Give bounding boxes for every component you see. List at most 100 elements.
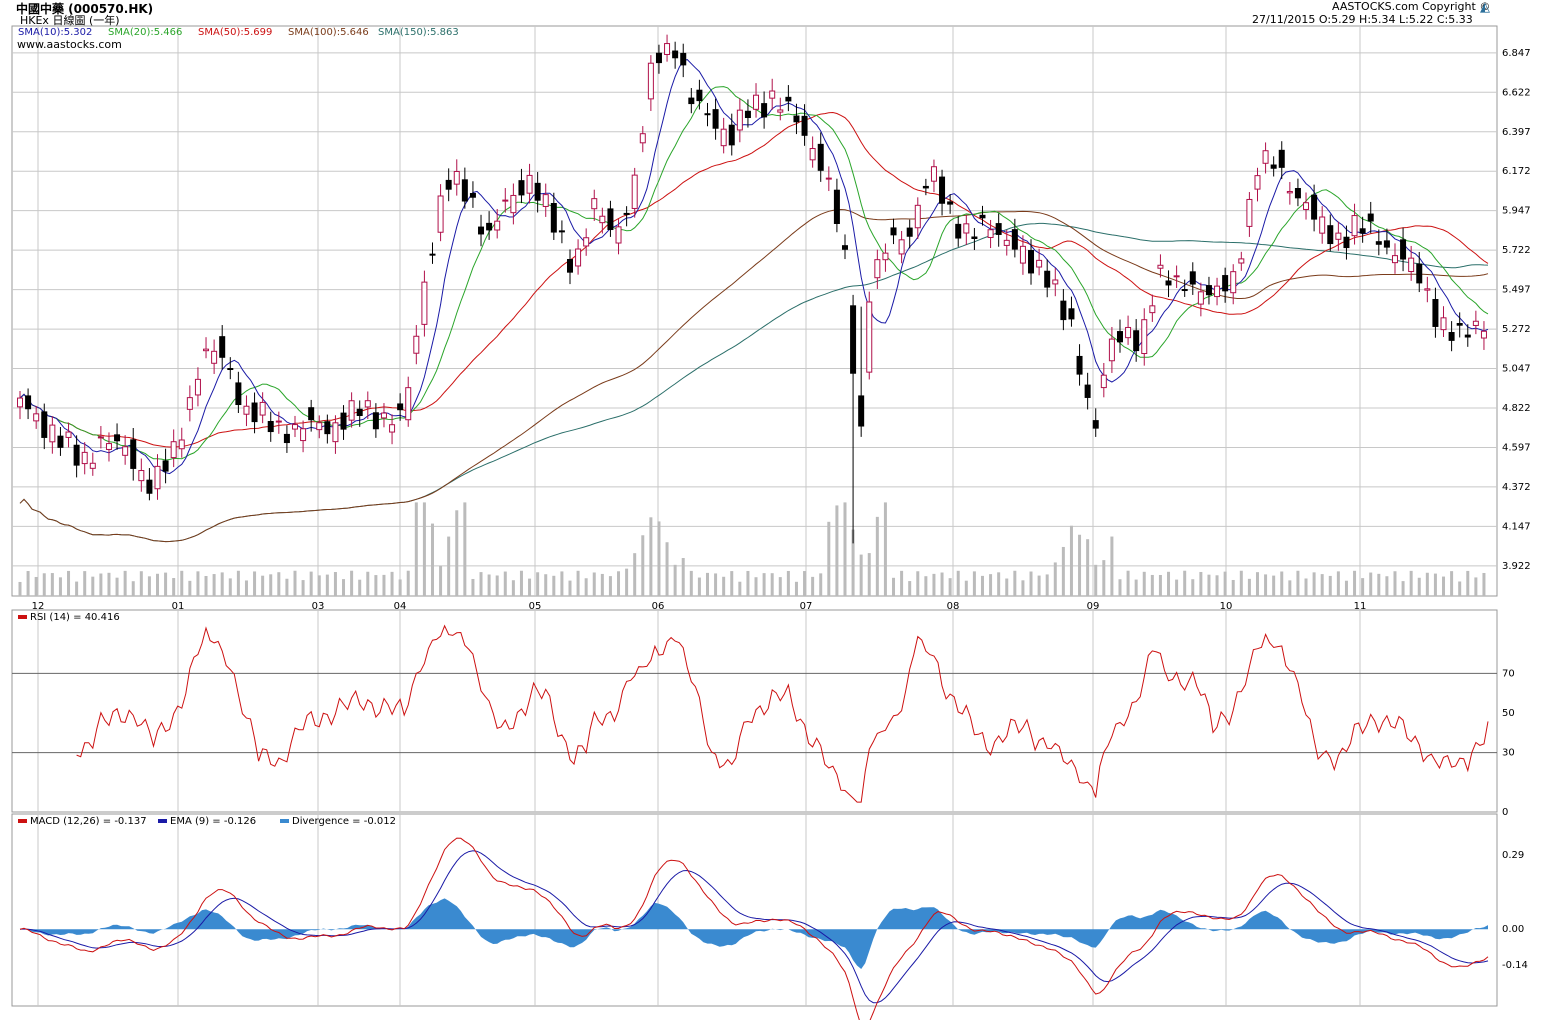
rsi-y-tick-label: 70 — [1502, 668, 1515, 679]
candle-body — [283, 433, 290, 444]
volume-bar — [673, 564, 677, 596]
candle-body — [696, 89, 703, 102]
x-tick-label: 04 — [394, 601, 407, 612]
volume-bar — [892, 577, 896, 596]
candle-body — [1391, 255, 1398, 264]
volume-bar — [115, 577, 119, 596]
x-tick-label: 05 — [529, 601, 542, 612]
candle-body — [736, 109, 743, 131]
candle-body — [526, 174, 533, 194]
y-tick-label: 6.622 — [1502, 87, 1531, 98]
volume-bar — [342, 579, 346, 596]
volume-bar — [770, 573, 774, 596]
candle-body — [534, 182, 541, 201]
volume-bar — [972, 571, 976, 596]
volume-bar — [1393, 571, 1397, 596]
candle-body — [1044, 270, 1051, 288]
volume-bar — [83, 571, 87, 596]
volume-bar — [1037, 575, 1041, 596]
volume-bar — [1442, 576, 1446, 596]
candle-body — [1335, 232, 1342, 240]
candle-body — [219, 336, 226, 358]
volume-bar — [1433, 573, 1437, 596]
candle-body — [275, 420, 282, 423]
volume-bar — [989, 574, 993, 596]
volume-bar — [633, 553, 637, 596]
y-tick-label: 6.172 — [1502, 166, 1531, 177]
volume-bar — [1296, 570, 1300, 596]
volume-bar — [479, 572, 483, 596]
candle-body — [243, 405, 250, 415]
volume-bar — [253, 571, 257, 596]
volume-bar — [236, 570, 240, 596]
volume-bar — [1458, 581, 1462, 596]
volume-bar — [1369, 572, 1373, 596]
volume-bar — [293, 570, 297, 596]
candle-body — [162, 460, 169, 472]
volume-bar — [843, 502, 847, 596]
candle-body — [1068, 308, 1075, 320]
y-tick-label: 4.822 — [1502, 403, 1531, 414]
candle-body — [1262, 150, 1269, 164]
volume-bar — [503, 571, 507, 596]
candle-body — [672, 50, 679, 59]
volume-bar — [536, 572, 540, 596]
chart-title: 中國中藥 (000570.HK) — [16, 2, 154, 16]
volume-bar — [948, 578, 952, 596]
volume-bar — [738, 581, 742, 596]
candle-body — [1383, 240, 1390, 248]
candle-body — [833, 189, 840, 224]
candle-body — [486, 222, 493, 231]
candle-body — [1181, 289, 1188, 292]
volume-bar — [447, 536, 451, 596]
candle-body — [348, 400, 355, 421]
y-tick-label: 6.397 — [1502, 127, 1531, 138]
volume-bar — [1102, 560, 1106, 596]
volume-bar — [1069, 525, 1073, 596]
volume-bar — [997, 572, 1001, 596]
candle-body — [1165, 280, 1172, 286]
candle-body — [971, 236, 978, 239]
volume-bar — [980, 575, 984, 596]
volume-bar — [188, 580, 192, 596]
volume-bar — [455, 510, 459, 596]
candle-body — [1254, 175, 1261, 190]
candle-body — [397, 403, 404, 411]
volume-bar — [333, 572, 337, 596]
candle-body — [858, 395, 865, 427]
volume-bar — [471, 578, 475, 596]
candle-body — [1116, 331, 1123, 343]
volume-bar — [762, 573, 766, 596]
volume-bar — [180, 570, 184, 596]
candle-body — [1270, 164, 1277, 169]
candle-body — [413, 335, 420, 354]
y-tick-label: 4.597 — [1502, 442, 1531, 453]
candle-body — [356, 408, 363, 416]
volume-bar — [398, 579, 402, 596]
legend-sma100: SMA(100):5.646 — [288, 27, 369, 38]
volume-bar — [859, 554, 863, 596]
candle-body — [906, 227, 913, 237]
volume-bar — [164, 572, 168, 596]
volume-bar — [212, 574, 216, 596]
candle-body — [510, 194, 517, 214]
candle-body — [1222, 275, 1229, 292]
candle-body — [1205, 285, 1212, 296]
volume-bar — [916, 571, 920, 596]
volume-bar — [1231, 579, 1235, 596]
volume-bar — [1215, 575, 1219, 596]
candle-body — [1003, 239, 1010, 246]
volume-bar — [722, 576, 726, 596]
x-tick-label: 06 — [652, 601, 665, 612]
volume-bar — [827, 521, 831, 596]
candle-body — [1189, 271, 1196, 285]
y-tick-label: 4.372 — [1502, 482, 1531, 493]
volume-bar — [422, 502, 426, 596]
candle-body — [138, 470, 145, 482]
rsi-y-tick-label: 0 — [1502, 807, 1508, 818]
candle-body — [502, 199, 509, 202]
candle-body — [41, 411, 48, 438]
volume-bar — [584, 578, 588, 596]
candle-body — [1311, 194, 1318, 220]
volume-bar — [940, 572, 944, 596]
